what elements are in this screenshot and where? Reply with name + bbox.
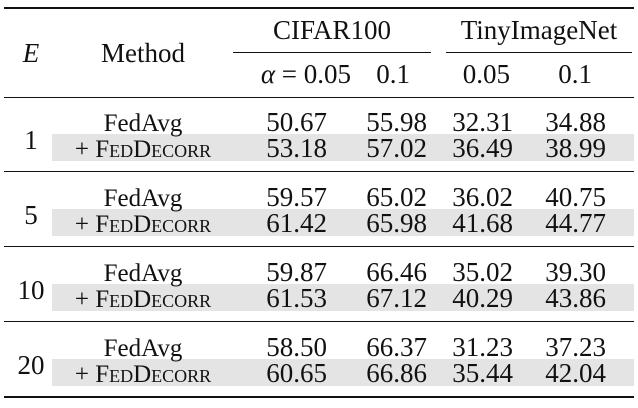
header-alpha-0: α = 0.05 — [261, 61, 351, 88]
method-name: FedDecorr — [95, 211, 212, 238]
epoch-label: 5 — [24, 200, 38, 230]
alpha-value: 0.05 — [303, 59, 351, 89]
alpha-equals: = — [275, 59, 304, 89]
value-cell: 41.68 — [452, 208, 513, 238]
value-cell: 39.30 — [545, 257, 606, 287]
bottom-rule — [4, 396, 634, 398]
value-cell: 34.88 — [545, 107, 606, 137]
value-cell: 40.29 — [452, 283, 513, 313]
method-cell: FedAvg — [104, 186, 183, 211]
row-shading — [52, 359, 634, 386]
value-cell: 53.18 — [266, 133, 327, 163]
top-rule — [4, 7, 634, 9]
method-cell: FedAvg — [104, 261, 183, 286]
value-cell: 65.98 — [366, 208, 427, 238]
alpha-symbol: α — [260, 59, 276, 89]
method-cell: + FedDecorr — [75, 137, 211, 162]
value-cell: 36.02 — [452, 182, 513, 212]
value-cell: 43.86 — [545, 283, 606, 313]
method-prefix: + — [74, 361, 96, 388]
value-cell: 61.42 — [266, 208, 327, 238]
method-name: FedDecorr — [95, 286, 212, 313]
value-cell: 66.46 — [366, 257, 427, 287]
value-cell: 31.23 — [452, 332, 513, 362]
value-cell: 44.77 — [545, 208, 606, 238]
value-cell: 57.02 — [366, 133, 427, 163]
header-method: Method — [101, 38, 185, 68]
header-alpha-3: 0.1 — [558, 59, 592, 89]
value-cell: 61.53 — [266, 283, 327, 313]
method-cell: + FedDecorr — [75, 362, 211, 387]
header-alpha-2: 0.05 — [462, 59, 510, 89]
cifar-underline — [233, 52, 431, 53]
value-cell: 65.02 — [366, 182, 427, 212]
value-cell: 42.04 — [545, 358, 606, 388]
method-name: FedAvg — [103, 110, 183, 137]
value-cell: 35.44 — [452, 358, 513, 388]
value-cell: 36.49 — [452, 133, 513, 163]
method-cell: + FedDecorr — [75, 287, 211, 312]
value-cell: 37.23 — [545, 332, 606, 362]
method-cell: FedAvg — [104, 111, 183, 136]
value-cell: 58.50 — [266, 332, 327, 362]
value-cell: 59.57 — [266, 182, 327, 212]
header-rule — [4, 97, 634, 98]
epoch-label: 1 — [24, 125, 38, 155]
method-prefix: + — [74, 211, 96, 238]
method-prefix: + — [74, 286, 96, 313]
method-name: FedDecorr — [95, 361, 212, 388]
value-cell: 67.12 — [366, 283, 427, 313]
header-dataset-tinyimagenet: TinyImageNet — [460, 15, 618, 45]
value-cell: 66.37 — [366, 332, 427, 362]
row-shading — [52, 209, 634, 236]
method-name: FedAvg — [103, 185, 183, 212]
value-cell: 40.75 — [545, 182, 606, 212]
method-name: FedAvg — [103, 260, 183, 287]
header-alpha-1: 0.1 — [376, 59, 410, 89]
header-epoch: E — [22, 38, 40, 68]
header-dataset-cifar100: CIFAR100 — [272, 15, 392, 45]
value-cell: 59.87 — [266, 257, 327, 287]
row-shading — [52, 134, 634, 161]
method-cell: FedAvg — [104, 336, 183, 361]
group-rule — [4, 246, 634, 247]
method-cell: + FedDecorr — [75, 212, 211, 237]
group-rule — [4, 321, 634, 322]
method-name: FedAvg — [103, 335, 183, 362]
value-cell: 66.86 — [366, 358, 427, 388]
value-cell: 50.67 — [266, 107, 327, 137]
value-cell: 55.98 — [366, 107, 427, 137]
method-name: FedDecorr — [95, 136, 212, 163]
value-cell: 32.31 — [452, 107, 513, 137]
value-cell: 35.02 — [452, 257, 513, 287]
tiny-underline — [446, 52, 632, 53]
value-cell: 60.65 — [266, 358, 327, 388]
row-shading — [52, 284, 634, 311]
epoch-label: 10 — [17, 275, 45, 305]
epoch-label: 20 — [17, 350, 45, 380]
value-cell: 38.99 — [545, 133, 606, 163]
group-rule — [4, 171, 634, 172]
method-prefix: + — [74, 136, 96, 163]
